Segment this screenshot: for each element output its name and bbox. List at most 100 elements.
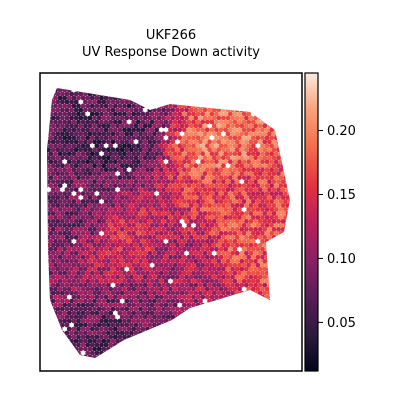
- spot: [55, 242, 61, 248]
- spot: [115, 139, 120, 145]
- spot: [202, 195, 208, 200]
- spot: [94, 334, 100, 340]
- spot: [264, 223, 270, 228]
- spot: [94, 318, 100, 324]
- spot: [186, 223, 192, 228]
- spot: [103, 278, 109, 284]
- spot: [145, 111, 150, 117]
- spot: [122, 262, 127, 268]
- spot: [57, 239, 63, 244]
- spot: [73, 250, 79, 256]
- spot: [221, 147, 226, 153]
- spot: [152, 266, 157, 272]
- spot: [131, 167, 137, 173]
- spot: [57, 286, 63, 292]
- spot: [156, 123, 162, 129]
- spot: [207, 131, 213, 137]
- spot: [108, 167, 114, 173]
- spot: [276, 171, 281, 177]
- spot: [149, 294, 155, 300]
- spot: [122, 103, 127, 109]
- spot: [232, 159, 238, 165]
- spot: [103, 199, 109, 204]
- spot: [276, 155, 281, 161]
- spot: [76, 294, 81, 300]
- spot: [207, 290, 213, 296]
- spot: [122, 167, 127, 173]
- spot: [103, 191, 109, 197]
- spot: [149, 246, 155, 252]
- spot: [225, 219, 231, 224]
- spot: [195, 231, 201, 236]
- spot: [71, 294, 77, 300]
- spot: [177, 262, 183, 268]
- spot: [80, 95, 86, 101]
- spot: [181, 167, 187, 173]
- spot: [163, 151, 169, 157]
- spot: [129, 211, 134, 216]
- spot: [195, 111, 201, 117]
- spot: [138, 306, 144, 312]
- spot: [154, 286, 160, 292]
- spot: [122, 286, 127, 292]
- spot: [154, 239, 160, 244]
- spot: [115, 227, 120, 232]
- spot: [92, 195, 97, 200]
- spot: [110, 147, 116, 153]
- spot: [255, 135, 261, 141]
- spot: [241, 246, 247, 252]
- spot: [262, 155, 268, 161]
- spot: [202, 187, 208, 193]
- spot: [257, 123, 263, 129]
- spot: [158, 262, 164, 268]
- spot: [133, 282, 139, 288]
- spot: [158, 310, 164, 316]
- spot: [232, 254, 238, 260]
- spot: [211, 282, 217, 288]
- spot: [60, 139, 65, 145]
- spot: [271, 187, 277, 193]
- spot: [195, 223, 201, 228]
- spot: [191, 111, 196, 117]
- spot: [112, 159, 118, 165]
- spot: [260, 254, 265, 260]
- spot: [80, 223, 86, 228]
- spot: [218, 151, 224, 157]
- spot: [147, 123, 153, 129]
- spot: [257, 179, 263, 185]
- spot: [147, 131, 153, 137]
- spot: [129, 115, 134, 121]
- spot: [188, 123, 194, 129]
- spot: [85, 223, 91, 228]
- spot: [85, 350, 91, 356]
- spot: [83, 219, 88, 224]
- spot: [260, 175, 265, 181]
- spot: [193, 155, 199, 161]
- spot: [278, 207, 284, 212]
- spot: [186, 286, 192, 292]
- spot: [198, 211, 203, 216]
- spot: [253, 187, 258, 193]
- spot: [69, 314, 74, 320]
- spot: [89, 199, 95, 204]
- spot: [184, 274, 190, 280]
- spot: [241, 191, 247, 197]
- spot: [188, 171, 194, 177]
- spot: [101, 187, 107, 193]
- spot: [80, 175, 86, 181]
- spot: [131, 270, 137, 276]
- spot: [211, 235, 217, 240]
- spot: [244, 211, 249, 216]
- spot: [172, 278, 178, 284]
- spot: [133, 147, 139, 153]
- spot: [246, 135, 252, 141]
- spot: [181, 143, 187, 149]
- spot: [156, 155, 162, 161]
- spot: [112, 199, 118, 204]
- spot: [248, 250, 254, 256]
- spot: [126, 246, 132, 252]
- spot: [96, 298, 102, 304]
- spot: [165, 219, 171, 224]
- spot: [57, 143, 63, 149]
- spot: [204, 151, 210, 157]
